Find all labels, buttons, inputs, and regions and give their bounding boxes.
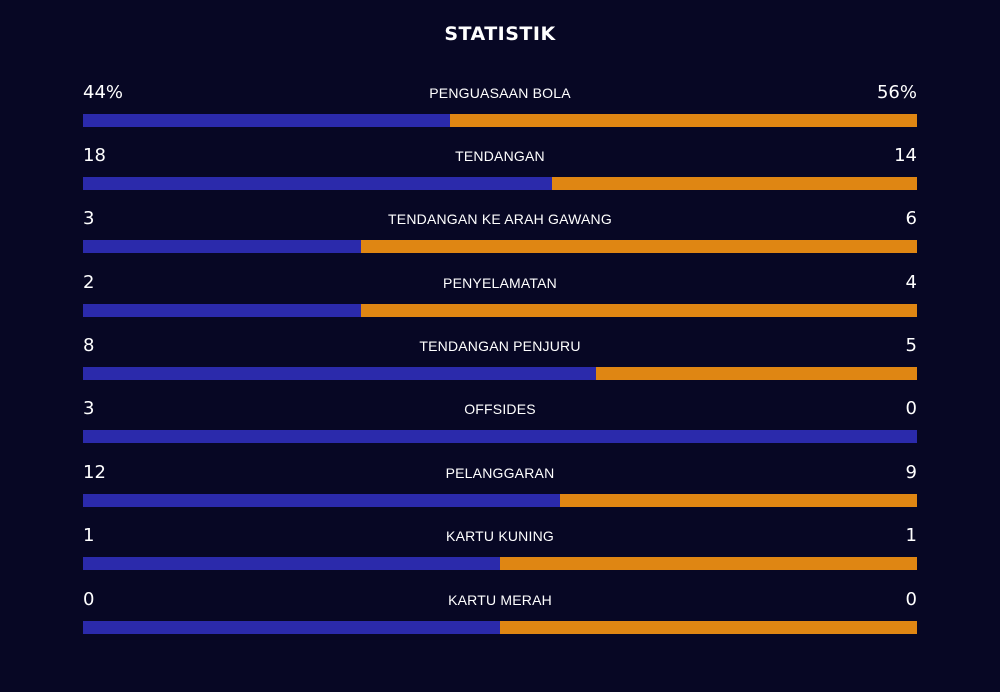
comparison-bar — [83, 494, 917, 507]
home-share-fill — [83, 621, 500, 634]
away-value: 9 — [905, 462, 917, 483]
home-value: 3 — [83, 208, 95, 229]
stat-label: OFFSIDES — [464, 401, 536, 417]
stat-label: KARTU MERAH — [448, 592, 552, 608]
stat-row-yellow-cards: 1 KARTU KUNING 1 — [83, 521, 917, 577]
comparison-bar — [83, 621, 917, 634]
away-value: 6 — [905, 208, 917, 229]
home-value: 44% — [83, 82, 124, 103]
home-share-fill — [83, 240, 361, 253]
home-value: 1 — [83, 525, 95, 546]
home-value: 3 — [83, 398, 95, 419]
home-share-fill — [83, 114, 450, 127]
comparison-bar — [83, 430, 917, 443]
stat-row-shots: 18 TENDANGAN 14 — [83, 141, 917, 197]
away-value: 14 — [894, 145, 917, 166]
comparison-bar — [83, 304, 917, 317]
stat-label: PELANGGARAN — [445, 465, 555, 481]
home-value: 2 — [83, 272, 95, 293]
stat-label: TENDANGAN — [455, 148, 545, 164]
away-value: 0 — [905, 589, 917, 610]
home-share-fill — [83, 494, 560, 507]
home-value: 18 — [83, 145, 106, 166]
away-value: 0 — [905, 398, 917, 419]
away-value: 5 — [905, 335, 917, 356]
away-value: 56% — [876, 82, 917, 103]
home-value: 12 — [83, 462, 106, 483]
stat-row-corners: 8 TENDANGAN PENJURU 5 — [83, 331, 917, 387]
comparison-bar — [83, 367, 917, 380]
stat-row-offsides: 3 OFFSIDES 0 — [83, 394, 917, 450]
home-share-fill — [83, 304, 361, 317]
stat-row-red-cards: 0 KARTU MERAH 0 — [83, 585, 917, 641]
comparison-bar — [83, 114, 917, 127]
away-value: 1 — [905, 525, 917, 546]
stat-label: TENDANGAN PENJURU — [419, 338, 581, 354]
comparison-bar — [83, 177, 917, 190]
stat-row-possession: 44% PENGUASAAN BOLA 56% — [83, 78, 917, 134]
stat-label: PENGUASAAN BOLA — [429, 85, 571, 101]
stat-row-fouls: 12 PELANGGARAN 9 — [83, 458, 917, 514]
comparison-bar — [83, 240, 917, 253]
home-value: 8 — [83, 335, 95, 356]
stat-label: TENDANGAN KE ARAH GAWANG — [388, 211, 612, 227]
comparison-bar — [83, 557, 917, 570]
home-share-fill — [83, 430, 917, 443]
home-value: 0 — [83, 589, 95, 610]
stat-label: KARTU KUNING — [446, 528, 554, 544]
statistics-title: STATISTIK — [444, 23, 556, 45]
stat-row-saves: 2 PENYELAMATAN 4 — [83, 268, 917, 324]
home-share-fill — [83, 177, 553, 190]
stat-row-shots-on-target: 3 TENDANGAN KE ARAH GAWANG 6 — [83, 204, 917, 260]
stat-label: PENYELAMATAN — [443, 275, 557, 291]
home-share-fill — [83, 557, 500, 570]
home-share-fill — [83, 367, 597, 380]
away-value: 4 — [905, 272, 917, 293]
